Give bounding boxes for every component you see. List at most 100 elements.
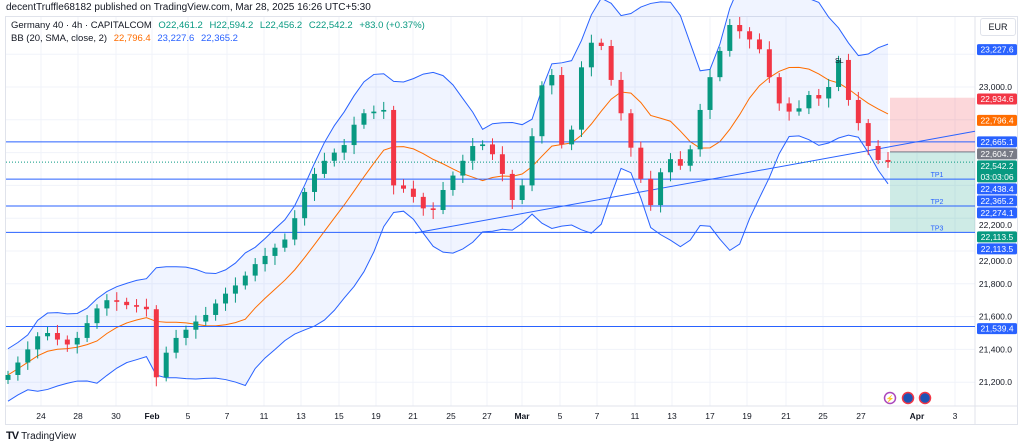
- high-value: H22,594.2: [209, 20, 254, 31]
- candle-body: [578, 67, 584, 130]
- candle-body: [529, 136, 535, 186]
- bb-upper-band: [7, 0, 889, 350]
- candle-body: [786, 103, 792, 112]
- candle-body: [687, 149, 693, 166]
- candle-body: [203, 314, 209, 322]
- candle-body: [460, 160, 466, 176]
- candle-body: [598, 42, 604, 46]
- currency-button[interactable]: EUR: [980, 18, 1016, 36]
- candle: [826, 78, 832, 108]
- bb-legend: BB (20, SMA, close, 2) 22,796.4 23,227.6…: [11, 33, 242, 44]
- symbol-name[interactable]: Germany 40 · 4h · CAPITALCOM: [11, 20, 152, 31]
- price-label: 23,227.6: [977, 44, 1017, 56]
- stop-loss-label: SL: [835, 58, 844, 65]
- candle: [667, 153, 673, 182]
- candle: [608, 39, 614, 86]
- price-label-bg: [977, 160, 1017, 183]
- candle: [766, 41, 772, 83]
- candle-body: [401, 185, 407, 189]
- target-label: TP1: [931, 172, 944, 179]
- candle: [588, 34, 594, 77]
- candle: [401, 179, 407, 193]
- x-tick-label: 17: [705, 411, 715, 421]
- price-label: 22,274.1: [977, 207, 1017, 219]
- eu-flag-event-icon[interactable]: [901, 391, 915, 405]
- icon-circle: [918, 391, 932, 405]
- x-tick-label: 28: [73, 411, 83, 421]
- candle-body: [509, 173, 515, 200]
- candle-body: [45, 333, 51, 337]
- bb-upper-value: 23,227.6: [157, 33, 195, 44]
- x-tick-label: 21: [781, 411, 791, 421]
- x-tick-label: 11: [631, 411, 640, 421]
- candle: [420, 192, 426, 216]
- candle: [262, 247, 268, 272]
- candle: [460, 154, 466, 183]
- candle-body: [865, 123, 871, 147]
- candle: [173, 329, 179, 359]
- candle: [183, 325, 189, 346]
- x-tick-label: Feb: [144, 411, 159, 421]
- y-tick-label: 22,200.0: [979, 220, 1012, 230]
- candle-body: [677, 159, 683, 166]
- candle: [756, 33, 762, 54]
- candle: [499, 146, 505, 182]
- countdown-text: 03:03:06: [980, 172, 1013, 182]
- x-tick-label: 5: [186, 411, 191, 421]
- publisher-line: decentTruffle68182 published on TradingV…: [6, 2, 371, 13]
- candle-body: [796, 108, 802, 112]
- tradingview-logo[interactable]: TV TradingView: [6, 430, 76, 442]
- symbol-legend: Germany 40 · 4h · CAPITALCOM O22,461.2 H…: [11, 20, 429, 31]
- price-label-text: 22,665.1: [980, 137, 1013, 147]
- candle: [470, 138, 476, 170]
- candle-body: [618, 79, 624, 114]
- candle-body: [875, 146, 881, 160]
- price-label: 22,665.1: [977, 136, 1017, 148]
- x-tick-label: 27: [482, 411, 492, 421]
- candle: [598, 38, 604, 51]
- price-label-bg: [977, 136, 1017, 148]
- stop-loss-zone: [890, 97, 975, 152]
- candle: [5, 370, 11, 385]
- candle-body: [213, 303, 219, 315]
- candle-body: [519, 185, 525, 200]
- take-profit-zone: [890, 151, 975, 233]
- candle: [213, 299, 219, 321]
- candle-body: [816, 95, 822, 99]
- candle-body: [124, 301, 130, 306]
- candle-body: [262, 255, 268, 265]
- y-tick-label: 21,600.0: [979, 312, 1012, 322]
- x-tick-label: 24: [36, 411, 46, 421]
- price-label: 22,934.6: [977, 93, 1017, 105]
- candle-body: [588, 42, 594, 68]
- price-label-text: 23,227.6: [980, 45, 1013, 55]
- candle: [677, 151, 683, 170]
- price-label-text: 22,796.4: [980, 115, 1013, 125]
- x-tick-label: Apr: [910, 411, 925, 421]
- candle-body: [885, 159, 891, 163]
- x-tick-label: 21: [408, 411, 418, 421]
- price-label: 21,539.4: [977, 323, 1017, 335]
- candle: [331, 148, 337, 167]
- candle-body: [331, 152, 337, 161]
- candle: [806, 90, 812, 115]
- price-label-bg: [977, 243, 1017, 255]
- bb-label[interactable]: BB (20, SMA, close, 2): [11, 33, 108, 44]
- candle: [737, 16, 743, 39]
- candle-body: [766, 49, 772, 78]
- eu-flag-event-icon[interactable]: [918, 391, 932, 405]
- candle-body: [153, 309, 159, 378]
- candle: [410, 180, 416, 203]
- trendline: [414, 130, 976, 234]
- y-tick-label: 21,200.0: [979, 377, 1012, 387]
- lightning-glyph: ⚡: [886, 394, 895, 403]
- candle: [54, 324, 60, 346]
- candle: [124, 297, 130, 310]
- candle: [232, 277, 238, 303]
- candle: [153, 305, 159, 387]
- candle: [223, 287, 229, 311]
- lightning-event-icon[interactable]: ⚡: [883, 391, 897, 405]
- x-tick-label: Mar: [514, 411, 530, 421]
- candle-body: [826, 87, 832, 99]
